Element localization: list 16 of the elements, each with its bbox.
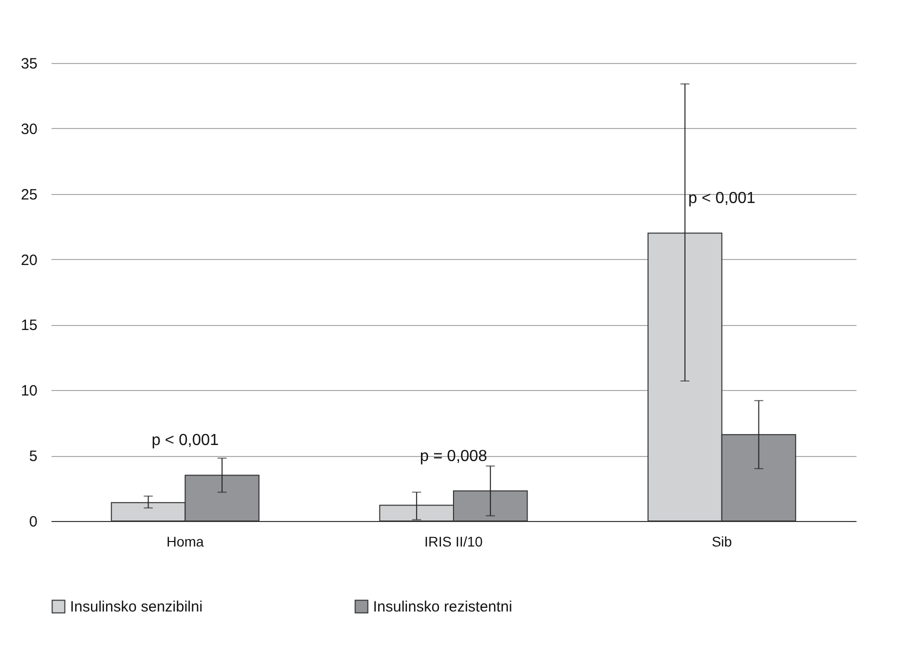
y-tick-label: 25 [20,186,38,204]
x-tick-label: IRIS II/10 [424,534,483,550]
x-tick-label: Sib [712,534,732,550]
annotation: p < 0,001 [688,190,756,208]
legend-label: Insulinsko rezistentni [373,598,512,616]
y-tick-label: 20 [20,252,38,269]
annotation: p = 0,008 [420,448,488,465]
y-tick-label: 10 [20,382,38,400]
y-tick-label: 5 [29,448,38,466]
x-tick-label: Homa [166,534,204,550]
y-tick-label: 15 [20,317,38,334]
annotation: p < 0,001 [152,432,219,450]
y-tick-label: 30 [20,120,38,138]
legend-label: Insulinsko senzibilni [70,598,203,616]
y-tick-label: 35 [20,56,38,72]
y-tick-label: 0 [29,514,38,530]
